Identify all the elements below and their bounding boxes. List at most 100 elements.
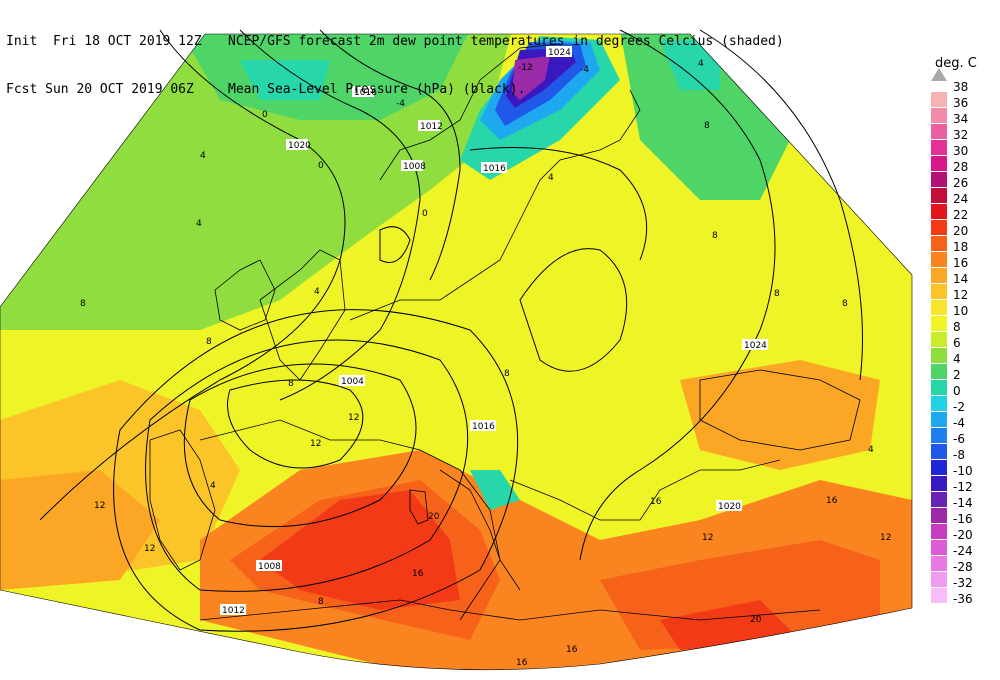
legend-swatch	[931, 588, 947, 603]
legend-label: 18	[953, 240, 969, 254]
legend-swatch	[931, 108, 947, 123]
legend-swatch	[931, 284, 947, 299]
legend-label: -6	[953, 432, 965, 446]
legend-label: 10	[953, 304, 969, 318]
isobar-label: 1024	[548, 48, 571, 58]
legend-label: 8	[953, 320, 961, 334]
shaded-field	[0, 34, 912, 670]
legend-label: -24	[953, 544, 973, 558]
dewpoint-label: -4	[580, 65, 589, 75]
chart-title: NCEP/GFS forecast 2m dew point temperatu…	[228, 34, 784, 49]
dewpoint-label: 4	[698, 59, 704, 69]
legend-swatch	[931, 300, 947, 315]
legend-swatch	[931, 92, 947, 107]
legend-swatch	[931, 220, 947, 235]
chart-header: Init Fri 18 OCT 2019 12Z NCEP/GFS forecas…	[6, 2, 784, 114]
dewpoint-label: 12	[94, 501, 105, 511]
dewpoint-label: 8	[318, 597, 324, 607]
dewpoint-label: 8	[288, 379, 294, 389]
isobar-label: 1016	[354, 88, 377, 98]
isobar-labels: 1020 1016 1012 1008 1004 1016 1012 1008 …	[220, 46, 768, 616]
legend-swatch	[931, 236, 947, 251]
dewpoint-label: 16	[566, 645, 578, 655]
legend-label: -10	[953, 464, 973, 478]
dewpoint-label: -12	[518, 63, 533, 73]
legend-label: 30	[953, 144, 969, 158]
legend-unit: deg. C	[935, 56, 977, 71]
dewpoint-label: 4	[210, 481, 216, 491]
dewpoint-label: -4	[396, 99, 405, 109]
dewpoint-label: 8	[712, 231, 718, 241]
legend-label: 32	[953, 128, 969, 142]
legend-label: 6	[953, 336, 961, 350]
legend-label: 14	[953, 272, 969, 286]
dewpoint-label: 16	[826, 496, 838, 506]
isobar-label: 1024	[744, 341, 767, 351]
isobar-label: 1008	[403, 162, 426, 172]
dewpoint-label: 12	[144, 544, 155, 554]
legend-swatch	[931, 492, 947, 507]
legend-swatch	[931, 124, 947, 139]
dewpoint-label: 12	[310, 439, 321, 449]
legend-swatch	[931, 268, 947, 283]
dewpoint-label: 8	[842, 299, 848, 309]
legend-label: -16	[953, 512, 973, 526]
legend-label: -12	[953, 480, 973, 494]
legend-swatch	[931, 348, 947, 363]
dewpoint-label: 4	[200, 151, 206, 161]
legend-max-arrow-icon	[931, 68, 947, 81]
legend-label: -2	[953, 400, 965, 414]
legend-label: 26	[953, 176, 969, 190]
legend-swatch	[931, 188, 947, 203]
dewpoint-label: 12	[348, 413, 359, 423]
dewpoint-labels: -4 0 0 4 4 4 4 4 8 8 8 8 8 8 8 12 12 12 …	[80, 59, 891, 668]
dewpoint-label: 4	[868, 445, 874, 455]
legend-label: 22	[953, 208, 969, 222]
legend-swatch	[931, 172, 947, 187]
legend-swatch	[931, 572, 947, 587]
isobar-label: 1012	[222, 606, 245, 616]
legend-swatch	[931, 252, 947, 267]
legend-swatch	[931, 556, 947, 571]
legend-swatch	[931, 524, 947, 539]
dewpoint-label: 8	[206, 337, 212, 347]
isobars	[39, 29, 863, 632]
dewpoint-label: 8	[774, 289, 780, 299]
legend-label: 36	[953, 96, 969, 110]
isobar-label: 1020	[288, 141, 311, 151]
dewpoint-label: 4	[314, 287, 320, 297]
legend-swatch	[931, 380, 947, 395]
legend-swatch	[931, 428, 947, 443]
legend-label: 24	[953, 192, 969, 206]
legend-label: 2	[953, 368, 961, 382]
legend-label: 16	[953, 256, 969, 270]
legend-label: 20	[953, 224, 969, 238]
legend-label: -4	[953, 416, 965, 430]
legend-label: 0	[953, 384, 961, 398]
legend-swatch	[931, 156, 947, 171]
init-time: Init Fri 18 OCT 2019 12Z	[6, 34, 202, 49]
legend-swatch	[931, 476, 947, 491]
isobar-label: 1004	[341, 377, 364, 387]
isobar-label: 1016	[472, 422, 495, 432]
legend-swatch	[931, 204, 947, 219]
legend-swatch	[931, 444, 947, 459]
legend-swatch	[931, 396, 947, 411]
legend-swatch	[931, 316, 947, 331]
dewpoint-label: 0	[422, 209, 428, 219]
isobar-label: 1020	[718, 502, 741, 512]
legend-swatch	[931, 540, 947, 555]
dewpoint-label: 0	[262, 110, 268, 120]
dewpoint-label: 4	[196, 219, 202, 229]
dewpoint-label: 20	[428, 512, 440, 522]
dewpoint-label: 20	[750, 615, 762, 625]
legend-label: -14	[953, 496, 973, 510]
dewpoint-label: 8	[504, 369, 510, 379]
legend-label: -8	[953, 448, 965, 462]
dewpoint-label: 16	[516, 658, 528, 668]
dewpoint-label: 4	[548, 173, 554, 183]
dewpoint-label: 8	[80, 299, 86, 309]
dewpoint-label: 0	[318, 161, 324, 171]
legend-swatch	[931, 364, 947, 379]
